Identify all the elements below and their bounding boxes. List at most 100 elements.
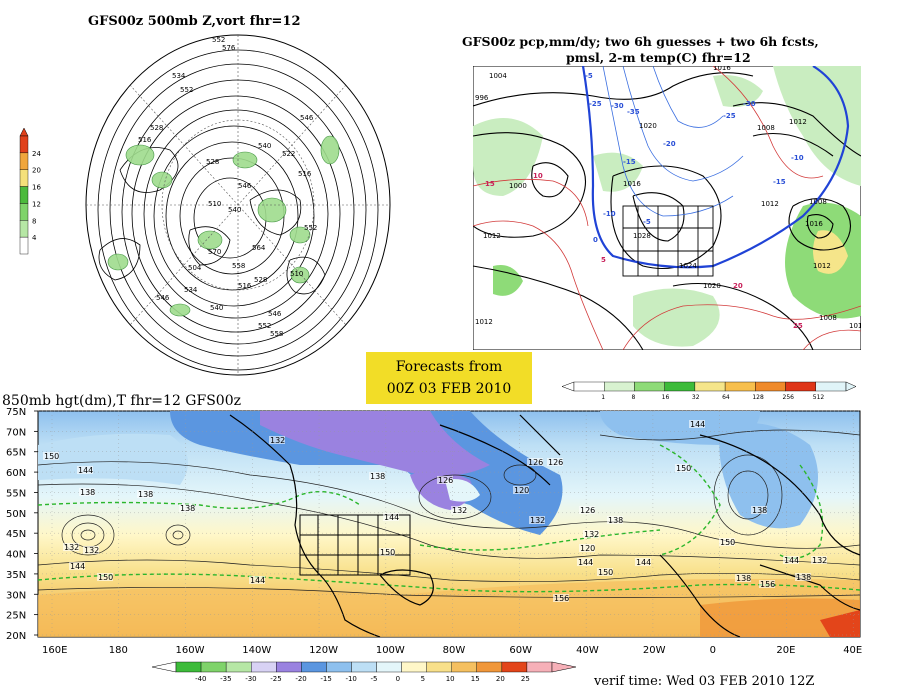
colorbar-swatch [526,661,553,673]
isobar-label: 1012 [475,318,493,326]
colorbar-arrow-right [845,381,857,392]
isobar-label: 1012 [813,262,831,270]
top-right-title-line1: GFS00z pcp,mm/dy; two 6h guesses + two 6… [462,34,819,49]
label-bg [811,556,827,564]
top-right-colorbar: 1 8 16 32 64 128 256 512 [561,381,857,401]
colorbar-swatch [476,661,503,673]
bottom-colorbar: -40 -35 -30 -25 -20 -15 -10 -5 0 5 10 15 20 25 [151,661,577,683]
height-label: 120 [580,544,595,553]
lon-label: 180 [109,645,128,656]
lon-label: 160E [42,645,67,656]
temp-label: 20 [733,282,743,290]
isobar-label: 1016 [805,220,823,228]
temp-label: -10 [603,210,616,218]
height-label: 138 [180,504,195,513]
colorbar-tick: 16 [662,394,670,401]
height-label: 144 [384,513,399,522]
colorbar-tick: 0 [396,675,400,683]
temp-label: -25 [589,100,602,108]
label-bg [83,546,99,554]
colorbar-swatch [19,203,29,221]
lat-label: 35N [6,570,26,581]
colorbar-swatch [573,381,605,392]
colorbar-swatch [276,661,302,673]
contour-label: 552 [304,224,317,232]
label-bg [553,594,569,602]
height-label: 150 [380,548,395,557]
lon-label: 20W [643,645,666,656]
isobar-label: 1000 [509,182,527,190]
colorbar-swatch [501,661,528,673]
top-left-colorbar: 24 20 16 12 8 4 [19,128,41,255]
label-bg [547,458,563,466]
lat-label: 75N [6,407,26,418]
label-bg [783,556,799,564]
lat-label: 65N [6,448,26,459]
height-label: 126 [528,458,543,467]
contour-label: 510 [290,270,303,278]
colorbar-tick: 16 [32,184,41,192]
height-label: 138 [80,488,95,497]
height-label: 138 [608,516,623,525]
contour-label: 534 [172,72,186,80]
lon-label: 160W [176,645,205,656]
lat-label: 55N [6,488,26,499]
colorbar-tick: 1 [601,394,605,401]
isobar-label: 1012 [789,118,807,126]
isobar-label: 1012 [849,322,861,330]
lon-label: 40E [843,645,862,656]
colorbar-swatch [376,661,402,673]
colorbar-tick: -35 [220,675,231,683]
lon-label: 40W [576,645,599,656]
isobar-label: 996 [475,94,489,102]
colorbar-swatch [19,135,29,154]
lat-label: 60N [6,468,26,479]
colorbar-tick: 5 [421,675,425,683]
colorbar-swatch [426,661,452,673]
contour-label: 540 [228,206,241,214]
height-label: 150 [598,568,613,577]
temp-label: -20 [663,140,676,148]
label-bg [137,490,153,498]
height-label: 144 [578,558,593,567]
temp-label: -30 [611,102,624,110]
colorbar-tick: -15 [320,675,331,683]
colorbar-tick: 64 [722,394,730,401]
colorbar-swatch [19,236,29,255]
colorbar-tick: 10 [446,675,455,683]
banner-line1: Forecasts from [395,359,503,375]
label-bg [77,466,93,474]
us-states [622,205,714,277]
colorbar-swatch [19,152,29,170]
height-label: 144 [78,466,93,475]
temp-label: -35 [627,108,640,116]
colorbar-tick: 8 [631,394,635,401]
forecast-banner: Forecasts from 00Z 03 FEB 2010 [366,352,532,404]
label-bg [527,458,543,466]
lat-label: 30N [6,590,26,601]
colorbar-arrow [19,128,29,137]
colorbar-tick: 24 [32,150,41,158]
longitude-labels: 160E 180 160W 140W 120W 100W 80W 60W 40W 20W 0 20E 4… [42,645,862,656]
lat-label: 40N [6,550,26,561]
isobar-label: 1004 [489,72,507,80]
contour-label: 528 [254,276,267,284]
colorbar-tick: 20 [496,675,505,683]
top-left-title: GFS00z 500mb Z,vort fhr=12 [88,14,301,29]
lon-label: 80W [443,645,466,656]
label-bg [63,543,79,551]
coastlines [229,414,861,638]
polar-500mb-map: 5525765345525285165405225285465465165105… [85,34,391,376]
bottom-title: 850mb hgt(dm),T fhr=12 GFS00z [2,393,241,409]
label-bg [179,504,195,512]
height-label: 132 [530,516,545,525]
precip-fill [473,66,861,347]
temp-label: 15 [485,180,495,188]
height-label: 126 [548,458,563,467]
label-bg [383,513,399,521]
colorbar-swatch [604,381,635,392]
height-label: 126 [580,506,595,515]
label-bg [379,548,395,556]
